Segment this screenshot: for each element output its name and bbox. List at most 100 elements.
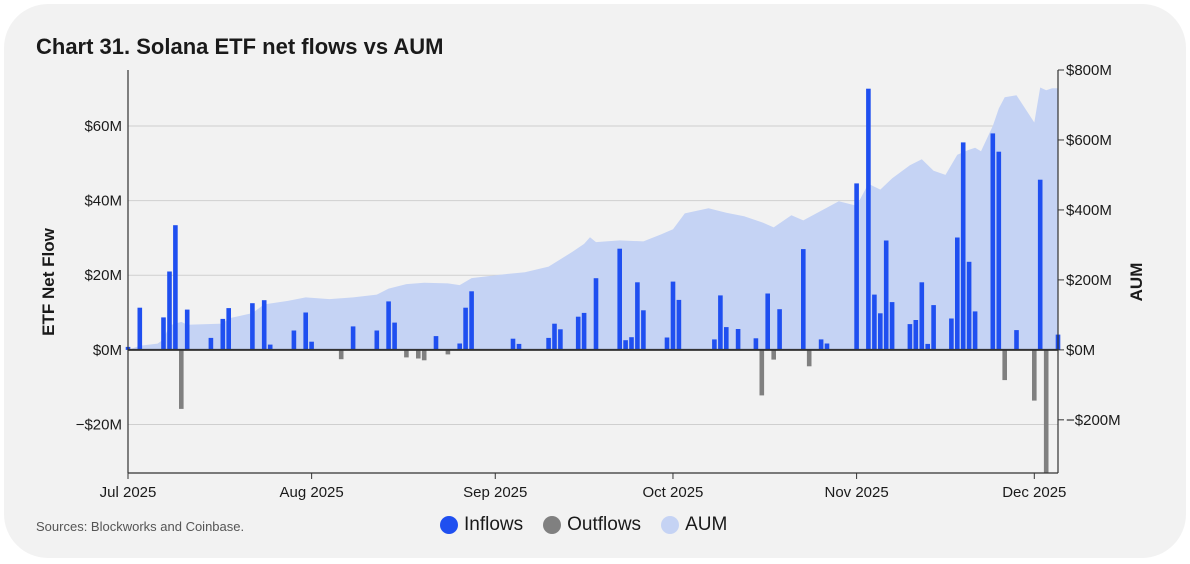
- inflow-bar: [374, 330, 380, 350]
- outflow-bar: [338, 349, 344, 360]
- inflow-bar: [753, 338, 759, 350]
- y2-tick-label: $600M: [1066, 132, 1112, 149]
- outflow-bar: [404, 349, 409, 358]
- inflow-bar: [575, 316, 581, 350]
- x-tick-label: Aug 2025: [280, 484, 344, 501]
- inflow-bar: [635, 282, 640, 350]
- y-tick-label: $60M: [84, 118, 122, 135]
- inflow-bar: [931, 305, 936, 350]
- inflow-bar: [208, 337, 214, 350]
- outflow-bar: [179, 349, 184, 409]
- inflow-bar: [960, 142, 966, 350]
- outflow-bar: [445, 349, 451, 355]
- inflow-bar: [463, 307, 468, 350]
- inflow-bar: [593, 278, 599, 350]
- x-tick-label: Nov 2025: [824, 484, 888, 501]
- inflow-bar: [866, 88, 871, 350]
- inflow-bar: [433, 336, 439, 350]
- y2-tick-label: −$200M: [1066, 412, 1121, 429]
- inflow-bar: [261, 300, 267, 350]
- y2-tick-label: $0M: [1066, 342, 1095, 359]
- inflow-bar: [878, 313, 883, 350]
- inflow-bar: [267, 344, 273, 350]
- inflow-bar: [623, 340, 628, 350]
- outflow-bar: [421, 349, 427, 361]
- inflow-bar: [955, 237, 960, 350]
- legend-item-outflows: Outflows: [543, 514, 641, 536]
- inflow-bar: [949, 318, 954, 350]
- inflow-bar: [386, 301, 391, 350]
- y2-tick-label: $800M: [1066, 62, 1112, 79]
- inflow-bar: [818, 339, 824, 350]
- legend-label-inflows: Inflows: [464, 514, 524, 535]
- legend-label-aum: AUM: [685, 514, 728, 535]
- inflow-bar: [350, 326, 356, 350]
- inflow-bar: [161, 317, 166, 350]
- inflow-bar: [552, 323, 557, 350]
- inflow-bar: [724, 327, 729, 350]
- inflow-bar: [824, 343, 830, 350]
- x-tick-label: Dec 2025: [1002, 484, 1066, 501]
- inflow-bar: [990, 133, 996, 350]
- inflow-bar: [712, 339, 717, 350]
- inflow-bar: [913, 320, 919, 350]
- y-tick-label: $40M: [84, 193, 122, 210]
- x-tick-label: Oct 2025: [643, 484, 704, 501]
- inflow-bar: [516, 343, 522, 350]
- chart-source: Sources: Blockworks and Coinbase.: [36, 519, 245, 534]
- inflow-bar: [907, 324, 913, 350]
- inflow-bar: [469, 291, 474, 350]
- inflow-bar: [457, 343, 462, 350]
- inflow-bar: [137, 307, 143, 350]
- inflow-bar: [303, 312, 308, 350]
- inflow-bar: [718, 295, 723, 350]
- inflow-bar: [173, 225, 178, 350]
- inflow-bar: [629, 337, 634, 350]
- legend-swatch-inflows: [440, 516, 458, 534]
- inflow-bar: [1014, 330, 1019, 350]
- legend-label-outflows: Outflows: [567, 514, 642, 535]
- inflow-bar: [925, 343, 930, 350]
- inflow-bar: [996, 151, 1002, 350]
- inflow-bar: [872, 294, 877, 350]
- inflow-bar: [558, 329, 563, 350]
- outflow-bar: [1043, 349, 1049, 473]
- inflow-bar: [226, 308, 231, 350]
- inflow-bar: [291, 330, 297, 350]
- legend-swatch-aum: [661, 516, 680, 534]
- legend-swatch-outflows: [543, 516, 562, 534]
- inflow-bar: [510, 338, 516, 350]
- inflow-bar: [972, 311, 978, 350]
- y-tick-label: $0M: [93, 342, 122, 359]
- outflow-bar: [771, 349, 776, 360]
- inflow-bar: [765, 293, 770, 350]
- inflow-bar: [167, 271, 172, 350]
- y2-tick-label: $200M: [1066, 272, 1112, 289]
- chart-title: Chart 31. Solana ETF net flows vs AUM: [36, 34, 444, 59]
- y2-axis-title: AUM: [1127, 263, 1146, 302]
- inflow-bar: [1037, 179, 1043, 350]
- inflow-bar: [676, 299, 682, 350]
- inflow-bar: [220, 318, 226, 350]
- y-axis-title: ETF Net Flow: [39, 227, 58, 335]
- outflow-bar: [416, 349, 421, 359]
- inflow-bar: [546, 337, 551, 350]
- inflow-bar: [184, 309, 190, 350]
- aum-area: [128, 87, 1058, 350]
- outflow-bar: [1002, 349, 1007, 381]
- inflow-bar: [735, 329, 741, 350]
- legend-item-aum: AUM: [661, 514, 727, 536]
- y2-tick-label: $400M: [1066, 202, 1112, 219]
- inflow-bar: [670, 281, 676, 350]
- legend-item-inflows: Inflows: [440, 514, 523, 536]
- inflow-bar: [966, 261, 972, 350]
- inflow-bar: [617, 248, 622, 350]
- inflow-bar: [392, 322, 397, 350]
- x-tick-label: Jul 2025: [100, 484, 157, 501]
- outflow-bar: [759, 349, 765, 396]
- inflow-bar: [309, 341, 314, 350]
- inflow-bar: [641, 310, 646, 350]
- inflow-bar: [919, 282, 925, 350]
- inflow-bar: [889, 302, 895, 350]
- y-tick-label: $20M: [84, 267, 122, 284]
